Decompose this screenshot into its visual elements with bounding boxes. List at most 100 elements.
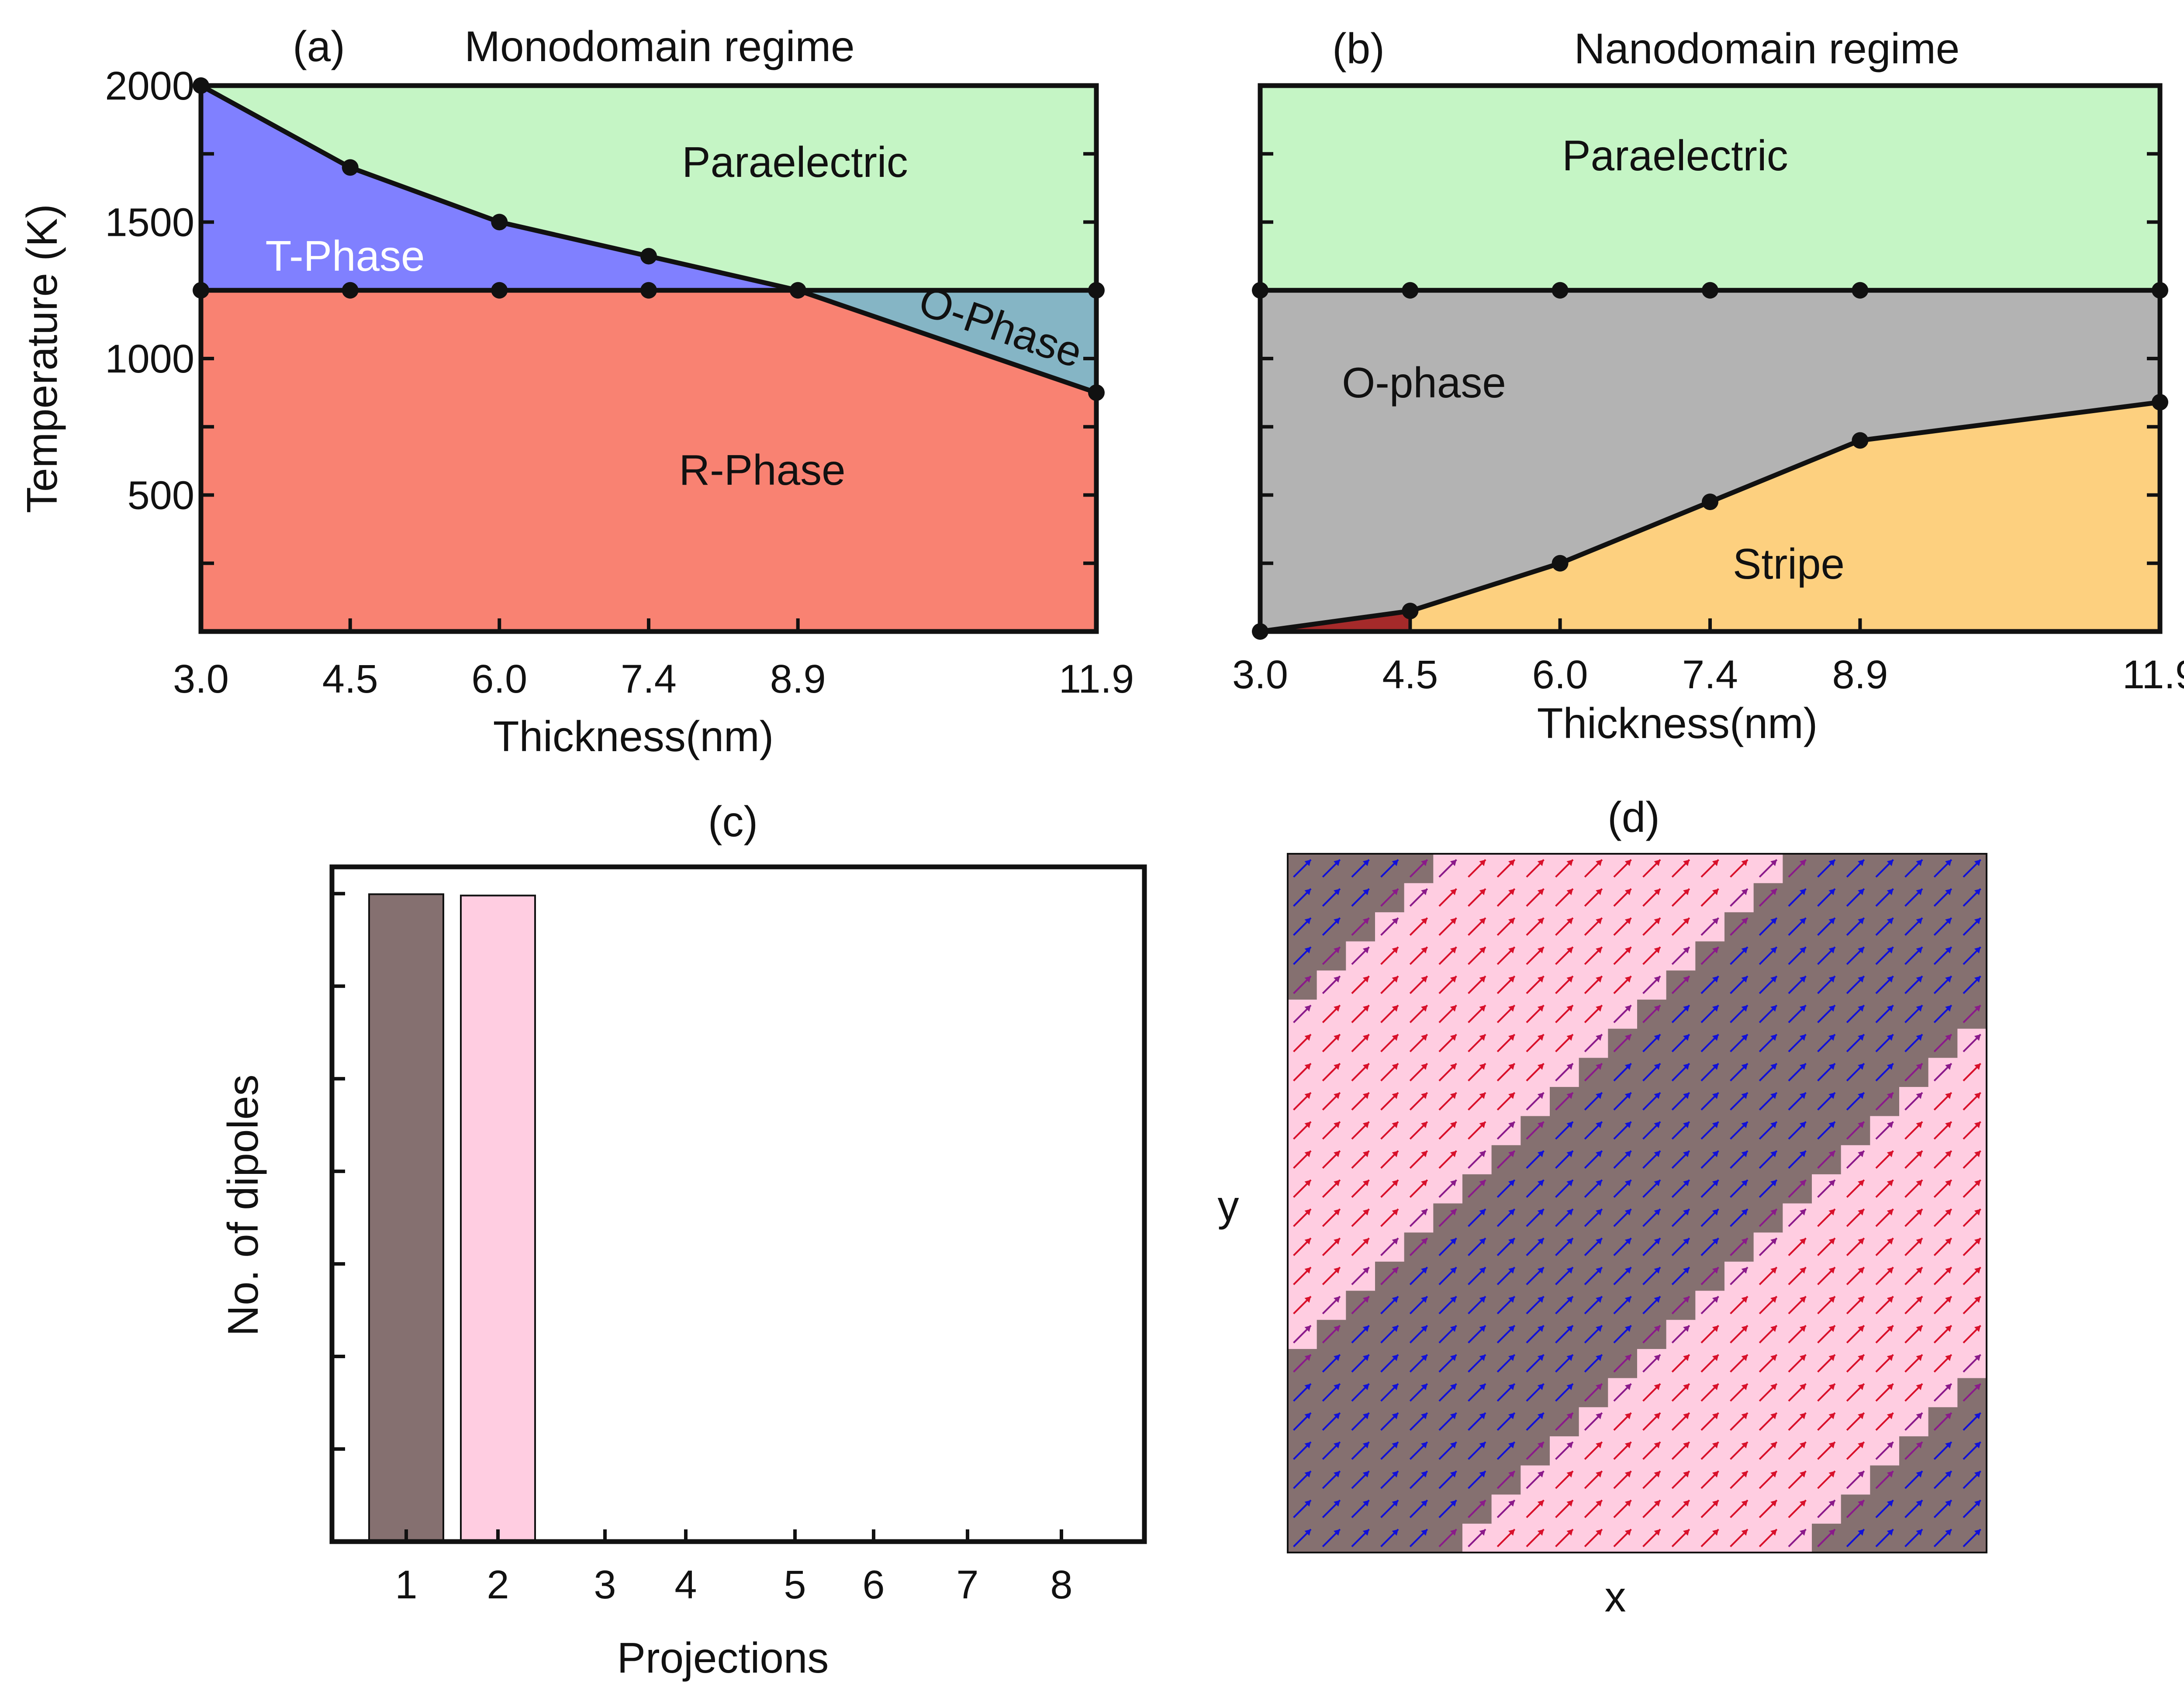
dipole-arrowhead <box>1537 1209 1544 1216</box>
data-point <box>1552 282 1569 299</box>
panel-a-ylabel: Temperature (K) <box>18 204 66 513</box>
dipole-arrowhead <box>1508 1005 1515 1012</box>
dipole-arrowhead <box>1887 1384 1894 1390</box>
dipole-arrowhead <box>1712 1121 1719 1128</box>
y-tick-label: 1000 <box>105 337 194 381</box>
dipole-arrowhead <box>1596 1529 1602 1536</box>
dipole-arrowhead <box>1624 947 1631 954</box>
x-tick-label: 4 <box>674 1563 697 1607</box>
dipole-arrowhead <box>1712 1005 1719 1012</box>
dipole-arrowhead <box>1799 947 1806 954</box>
dipole-arrowhead <box>1508 1209 1515 1216</box>
dipole-arrowhead <box>1479 1384 1486 1390</box>
dipole-arrowhead <box>1858 1267 1864 1274</box>
dipole-arrowhead <box>1974 1180 1981 1187</box>
dipole-arrowhead <box>1450 1471 1457 1478</box>
data-point <box>1852 432 1869 449</box>
dipole-arrowhead <box>1450 1529 1457 1536</box>
dipole-arrowhead <box>1596 1063 1602 1070</box>
dipole-arrowhead <box>1450 1180 1457 1187</box>
panel-a-regions <box>201 86 1096 631</box>
dipole-arrowhead <box>1974 1034 1981 1041</box>
dipole-arrowhead <box>1392 1529 1399 1536</box>
dipole-arrowhead <box>1304 1529 1311 1536</box>
dipole-arrowhead <box>1974 1005 1981 1012</box>
dipole-arrowhead <box>1916 1384 1923 1390</box>
panel-a-frame <box>198 83 1099 634</box>
dipole-arrowhead <box>1828 889 1835 895</box>
dipole-arrowhead <box>1362 1325 1369 1332</box>
dipole-arrowhead <box>1566 1471 1573 1478</box>
dipole-arrowhead <box>1624 1034 1631 1041</box>
dipole-arrowhead <box>1596 1500 1602 1507</box>
dipole-arrowhead <box>1916 1296 1923 1303</box>
dipole-arrowhead <box>1654 1209 1661 1216</box>
dipole-arrowhead <box>1770 1384 1777 1390</box>
dipole-arrowhead <box>1624 1384 1631 1390</box>
dipole-arrowhead <box>1858 1209 1864 1216</box>
dipole-arrowhead <box>1654 1413 1661 1419</box>
dipole-arrowhead <box>1362 918 1369 925</box>
dipole-arrowhead <box>1566 1005 1573 1012</box>
dipole-arrowhead <box>1945 1325 1952 1332</box>
dipole-arrowhead <box>1508 1151 1515 1157</box>
data-point <box>1552 555 1569 572</box>
dipole-arrowhead <box>1304 1121 1311 1128</box>
dipole-arrowhead <box>1450 976 1457 983</box>
dipole-arrowhead <box>1596 1180 1602 1187</box>
dipole-arrowhead <box>1945 1384 1952 1390</box>
dipole-arrowhead <box>1508 859 1515 866</box>
dipole-arrowhead <box>1712 1354 1719 1361</box>
dipole-arrowhead <box>1508 1442 1515 1449</box>
dipole-arrowhead <box>1770 1500 1777 1507</box>
dipole-arrowhead <box>1683 1384 1690 1390</box>
panel-b-label-paraelectric: Paraelectric <box>1562 131 1788 179</box>
dipole-arrowhead <box>1334 976 1340 983</box>
dipole-arrowhead <box>1334 1092 1340 1099</box>
dipole-arrowhead <box>1508 1238 1515 1245</box>
dipole-arrowhead <box>1654 1384 1661 1390</box>
dipole-arrowhead <box>1770 1471 1777 1478</box>
dipole-arrowhead <box>1654 918 1661 925</box>
x-tick-label: 7.4 <box>621 657 677 701</box>
dipole-arrowhead <box>1392 1034 1399 1041</box>
dipole-arrowhead <box>1362 1063 1369 1070</box>
dipole-arrowhead <box>1334 1442 1340 1449</box>
dipole-arrowhead <box>1596 1005 1602 1012</box>
dipole-arrowhead <box>1450 1238 1457 1245</box>
dipole-arrowhead <box>1334 1151 1340 1157</box>
dipole-arrowhead <box>1712 1500 1719 1507</box>
dipole-arrowhead <box>1799 1005 1806 1012</box>
dipole-arrowhead <box>1624 1413 1631 1419</box>
dipole-arrowhead <box>1974 889 1981 895</box>
dipole-arrowhead <box>1421 1238 1427 1245</box>
dipole-arrowhead <box>1799 889 1806 895</box>
dipole-arrowhead <box>1799 1296 1806 1303</box>
dipole-arrowhead <box>1916 1238 1923 1245</box>
dipole-arrowhead <box>1421 1267 1427 1274</box>
dipole-arrowhead <box>1887 1296 1894 1303</box>
dipole-arrowhead <box>1479 1500 1486 1507</box>
dipole-arrowhead <box>1828 1151 1835 1157</box>
dipole-arrowhead <box>1654 1267 1661 1274</box>
data-point <box>1402 282 1419 299</box>
dipole-arrowhead <box>1887 1442 1894 1449</box>
dipole-arrowhead <box>1770 1209 1777 1216</box>
dipole-arrowhead <box>1334 889 1340 895</box>
dipole-arrowhead <box>1596 947 1602 954</box>
dipole-arrowhead <box>1654 1121 1661 1128</box>
dipole-arrowhead <box>1537 1238 1544 1245</box>
dipole-arrowhead <box>1683 1325 1690 1332</box>
dipole-arrowhead <box>1945 1413 1952 1419</box>
dipole-arrowhead <box>1479 1529 1486 1536</box>
dipole-arrowhead <box>1537 1034 1544 1041</box>
dipole-arrowhead <box>1683 1442 1690 1449</box>
dipole-arrowhead <box>1974 1384 1981 1390</box>
dipole-arrowhead <box>1479 859 1486 866</box>
dipole-arrowhead <box>1683 1471 1690 1478</box>
dipole-arrowhead <box>1362 859 1369 866</box>
dipole-arrowhead <box>1362 1354 1369 1361</box>
region-t-phase <box>201 86 798 290</box>
dipole-arrowhead <box>1916 1034 1923 1041</box>
dipole-arrowhead <box>1945 1063 1952 1070</box>
